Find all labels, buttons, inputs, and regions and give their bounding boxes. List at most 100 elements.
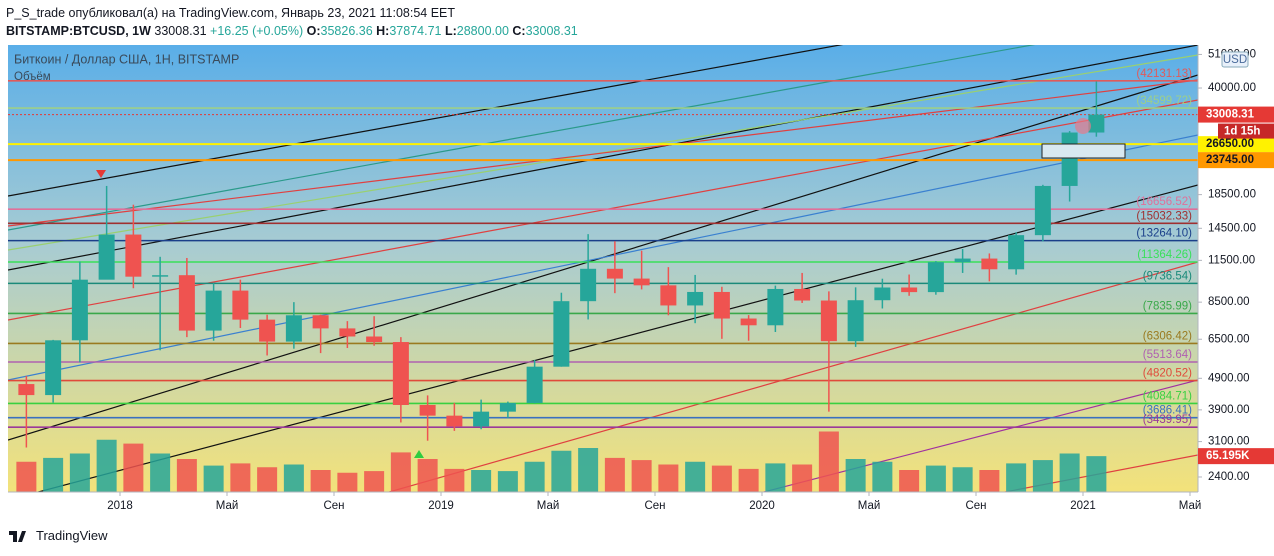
- marked-box: [1041, 143, 1126, 159]
- volume-bar: [310, 470, 331, 492]
- x-tick-label: 2018: [107, 500, 133, 512]
- volume-title: Объём: [14, 71, 51, 83]
- volume-bar: [417, 459, 438, 492]
- x-tick-label: Сен: [965, 500, 986, 512]
- level-label: (16656.52): [1136, 196, 1192, 208]
- volume-bar: [1059, 453, 1080, 492]
- logo: [9, 530, 26, 542]
- candle-body: [285, 315, 302, 342]
- currency: USD: [1223, 54, 1247, 66]
- o-label: O:: [306, 24, 321, 38]
- volume-bar: [845, 459, 866, 492]
- close: 33008.31: [525, 24, 578, 38]
- volume-bar: [471, 470, 492, 492]
- volume-bar: [685, 461, 706, 492]
- volume-bar: [952, 467, 973, 492]
- buy-arrow: [414, 450, 424, 458]
- volume-bar: [123, 443, 144, 492]
- chart: (42131.13) (34599.72) (16656.52) (15032.33)…: [8, 45, 1274, 512]
- volume-bar: [1006, 463, 1027, 492]
- volume-bar: [872, 461, 893, 492]
- candle-body: [178, 275, 195, 331]
- volume-bar: [337, 472, 358, 492]
- x-tick-label: Сен: [644, 500, 665, 512]
- candle-body: [366, 336, 383, 343]
- candle-body: [98, 234, 115, 280]
- volume-bar: [43, 457, 64, 492]
- volume-bar: [979, 470, 1000, 492]
- x-tick-label: Май: [858, 500, 881, 512]
- level-label: (42131.13): [1136, 68, 1192, 80]
- x-tick-label: Май: [537, 500, 560, 512]
- volume-tag-label: 65.195K: [1206, 450, 1250, 462]
- x-tick-label: 2021: [1070, 500, 1096, 512]
- level-label: (34599.72): [1136, 95, 1192, 107]
- price-tag-label: 33008.31: [1206, 109, 1255, 121]
- volume-bar: [1086, 456, 1107, 492]
- volume-tag: [1198, 448, 1274, 465]
- candle-body: [312, 315, 329, 329]
- candle-body: [874, 287, 891, 301]
- change: +16.25 (+0.05%): [210, 24, 304, 38]
- volume-bar: [1032, 460, 1053, 492]
- volume-bar: [283, 464, 304, 492]
- candle-body: [927, 262, 944, 293]
- axis: 51000.0040000.0018500.0014500.0011500.00…: [107, 48, 1274, 512]
- candle-body: [553, 301, 570, 367]
- volume-bar: [738, 468, 759, 492]
- candle-body: [339, 328, 356, 337]
- volume-bar: [176, 459, 197, 492]
- volume-bar: [390, 452, 411, 492]
- level-label: (15032.33): [1136, 210, 1192, 222]
- volume-bar: [203, 465, 224, 492]
- volume-bar: [96, 439, 117, 492]
- volume-bar: [792, 464, 813, 492]
- level-label: (4820.52): [1143, 368, 1192, 380]
- x-tick-label: Май: [216, 500, 239, 512]
- currency-box: [1221, 51, 1249, 68]
- candle-body: [767, 288, 784, 326]
- volume-bar: [230, 463, 251, 492]
- header: P_S_trade опубликовал(а) на TradingView.…: [6, 4, 578, 40]
- candle-body: [901, 287, 918, 293]
- high: 37874.71: [389, 24, 442, 38]
- candle-body: [606, 268, 623, 279]
- legend-title: Биткоин / Доллар США, 1Н, BITSTAMP: [14, 52, 239, 66]
- last: 33008.31: [154, 24, 207, 38]
- volume: [16, 431, 1107, 492]
- candle-body: [1008, 235, 1025, 270]
- candle-body: [847, 300, 864, 342]
- candle-body: [713, 291, 730, 319]
- price-tag: [1198, 136, 1274, 153]
- candle-body: [152, 275, 169, 277]
- candle-body: [473, 411, 490, 427]
- candles: [18, 81, 1105, 448]
- y-tick-label: 6500.00: [1208, 333, 1250, 345]
- volume-bar: [150, 453, 171, 492]
- volume-bar: [497, 471, 518, 492]
- candle-body: [1061, 132, 1078, 186]
- open: 35826.36: [320, 24, 373, 38]
- volume-bar: [364, 471, 385, 492]
- volume-bar: [444, 468, 465, 492]
- candle-body: [446, 415, 463, 427]
- candle-body: [794, 288, 811, 301]
- volume-bar: [711, 465, 732, 492]
- publish-line: P_S_trade опубликовал(а) на TradingView.…: [6, 6, 456, 20]
- volume-bar: [257, 467, 278, 492]
- y-tick-label: 11500.00: [1208, 254, 1255, 266]
- candle-body: [71, 279, 88, 341]
- y-tick-label: 4900.00: [1208, 372, 1250, 384]
- candle-body: [419, 404, 436, 416]
- price-tag: [1198, 152, 1274, 169]
- level-label: (11364.26): [1137, 249, 1192, 261]
- volume-bar: [658, 464, 679, 492]
- x-tick-label: Май: [1179, 500, 1202, 512]
- level-label: (3686.41): [1143, 405, 1192, 417]
- level-label: (3439.95): [1143, 414, 1192, 426]
- candle-body: [633, 278, 650, 286]
- candle-body: [526, 366, 543, 403]
- volume-bar: [925, 465, 946, 492]
